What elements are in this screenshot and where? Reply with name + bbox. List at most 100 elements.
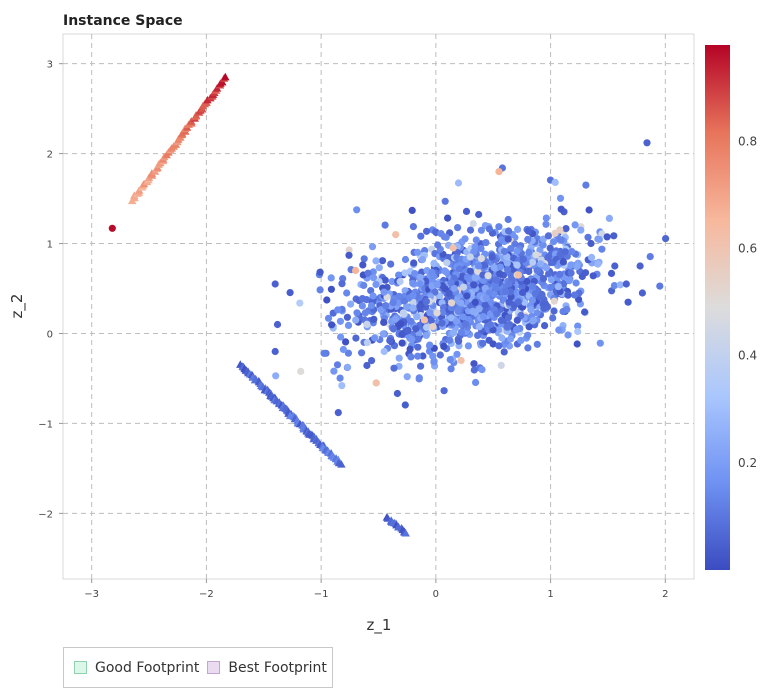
scatter-point [447,279,455,287]
scatter-point [444,214,452,222]
x-tick-label: 0 [433,589,439,600]
scatter-point [474,268,482,276]
scatter-point [495,223,503,231]
scatter-point [404,326,412,334]
scatter-point [370,274,378,282]
scatter-point [578,272,586,281]
scatter-point [482,294,490,302]
scatter-point [489,340,497,348]
scatter-point [472,236,480,244]
scatter-point [397,320,405,328]
scatter-point [367,287,375,295]
scatter-point [436,351,444,359]
scatter-point [503,323,511,331]
scatter-point [622,280,630,288]
scatter-point [477,226,485,234]
scatter-point [429,352,437,360]
scatter-point [454,224,462,232]
scatter-point [497,236,505,244]
scatter-point [416,303,424,311]
scatter-point [539,241,547,249]
x-tick-label: −1 [314,589,329,600]
scatter-point [368,243,377,251]
scatter-point [504,314,512,322]
scatter-point [531,289,539,298]
x-axis-ticks: −3 −2 −1 0 1 2 [84,579,669,600]
scatter-point [484,272,492,280]
scatter-point [533,266,541,275]
scatter-point [380,318,388,326]
scatter-point [328,321,336,329]
scatter-point [338,280,346,288]
scatter-point [414,343,422,351]
scatter-point [474,262,483,270]
scatter-point [532,251,540,259]
scatter-point [479,313,487,321]
scatter-point [533,309,541,317]
scatter-point [271,347,279,356]
scatter-point [477,254,485,263]
scatter-point [643,139,651,147]
scatter-point [343,289,351,297]
scatter-point [330,367,338,375]
x-tick-label: −2 [199,589,214,600]
chart-title: Instance Space [63,13,183,29]
scatter-point [324,314,333,322]
scatter-point [557,236,565,244]
scatter-point [368,357,376,365]
scatter-point [409,223,417,231]
scatter-point [436,292,444,300]
scatter-point [336,374,344,382]
scatter-point [562,225,570,233]
scatter-point [504,266,512,274]
scatter-point [409,279,417,287]
scatter-point [470,366,478,374]
scatter-point [411,270,419,278]
scatter-point [511,240,519,248]
scatter-point [439,308,447,316]
scatter-point [360,255,368,263]
scatter-point [542,214,550,222]
scatter-point [567,269,575,277]
scatter-point [662,235,670,243]
y-tick-label: −1 [38,419,53,430]
scatter-point [544,270,553,278]
scatter-point [539,300,547,308]
scatter-point [475,305,483,313]
scatter-point [447,365,455,373]
scatter-point [415,375,423,383]
scatter-point [406,345,414,353]
scatter-point [492,284,500,292]
scatter-point [429,272,437,280]
scatter-point [398,330,406,339]
legend-item-best-footprint[interactable]: Best Footprint [207,660,327,676]
scatter-point [466,253,474,261]
scatter-point [572,279,580,287]
scatter-point [482,239,490,247]
scatter-point [542,220,550,228]
scatter-point [437,230,445,238]
scatter-point [409,292,417,300]
scatter-point [334,306,342,314]
scatter-point [470,248,478,256]
scatter-point [587,239,595,248]
scatter-point [380,347,388,356]
scatter-point [547,276,556,284]
scatter-point [551,178,559,186]
scatter-point [401,255,410,264]
scatter-point [603,233,611,241]
scatter-point [589,272,597,280]
scatter-point [393,389,401,398]
legend-item-good-footprint[interactable]: Good Footprint [74,660,199,676]
scatter-point [461,235,469,243]
scatter-point [389,299,397,307]
scatter-point [370,315,378,323]
scatter-point [525,248,533,257]
scatter-point [403,303,411,311]
x-tick-label: 1 [547,589,553,600]
scatter-point [345,246,353,254]
scatter-point [556,226,564,234]
scatter-point [358,349,366,357]
scatter-point [470,360,478,368]
scatter-point [656,282,664,290]
